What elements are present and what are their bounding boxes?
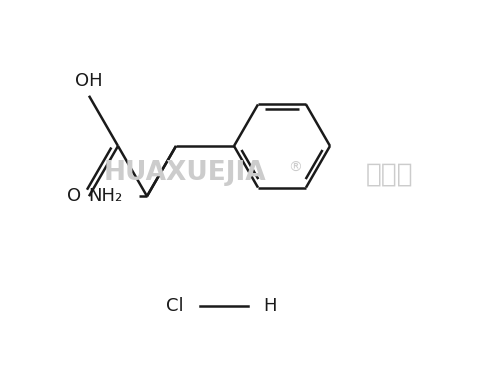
Text: OH: OH: [75, 72, 103, 90]
Text: O: O: [67, 187, 81, 205]
Text: ®: ®: [288, 161, 302, 175]
Text: 化学加: 化学加: [366, 162, 414, 188]
Text: HUAXUEJIA: HUAXUEJIA: [104, 160, 266, 186]
Text: Cl: Cl: [166, 297, 184, 315]
Text: H: H: [263, 297, 277, 315]
Text: NH₂: NH₂: [89, 187, 123, 205]
